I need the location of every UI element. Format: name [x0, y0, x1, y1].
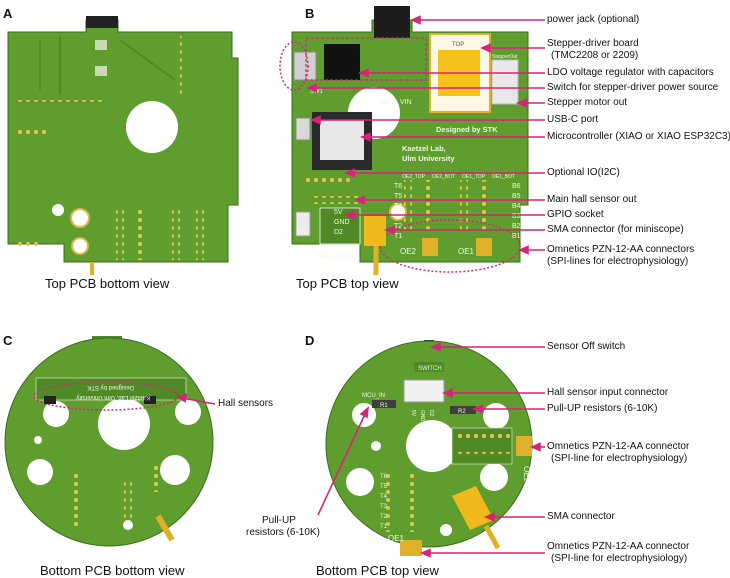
pcb-top: TOP	[452, 42, 464, 48]
caption-d: Bottom PCB top view	[316, 563, 439, 578]
label-pullup-left-sub: resistors (6-10K)	[246, 527, 320, 538]
pcb-5v: 5V	[380, 99, 389, 106]
pcb-sw1: SW1	[310, 89, 324, 95]
pcb-a-hole	[126, 101, 178, 153]
caption-c: Bottom PCB bottom view	[40, 563, 185, 578]
pcb-pin-label-left: T4	[394, 203, 402, 210]
pcb-d-pin-label: T2	[380, 514, 388, 520]
label-usb-c: USB-C port	[547, 114, 599, 125]
pcb-pin-label-left: T2	[394, 223, 402, 230]
pcb-gp: GP	[296, 227, 306, 234]
ldo-regulator	[324, 44, 360, 80]
pcb-d-oe2: OE2	[522, 466, 531, 483]
pcb-c: Designed by STK Kaetzel Lab, Ulm Univers…	[4, 336, 214, 547]
pcb-oe-header-label: OE2_BOT	[432, 174, 455, 180]
label-switch-power: Switch for stepper-driver power source	[547, 82, 719, 93]
pcb-university: Ulm University	[402, 154, 455, 163]
pcb-r1: R1	[380, 403, 388, 409]
pcb-d-oe1: OE1	[388, 534, 405, 543]
pcb-pin-label-left: T3	[394, 213, 402, 220]
pcb-gpio-pin-label: GND	[334, 219, 350, 226]
pcb-pin-label-right: B4	[512, 203, 521, 210]
pcb-pin-label-right: B2	[512, 223, 521, 230]
pcb-mcu-out1: MCU_OUT1	[318, 254, 352, 260]
label-stepper-driver: Stepper-driver board	[547, 38, 639, 49]
pcb-a	[7, 16, 239, 275]
annotation-arrows	[176, 15, 545, 558]
label-omnetics-d1-sub: (SPI-line for electrophysiology)	[551, 553, 688, 564]
pcb-r2: R2	[458, 409, 466, 415]
pcb-pin-label-right: B3	[512, 213, 521, 220]
power-jack	[374, 6, 410, 38]
stepper-out-connector	[491, 59, 519, 105]
pcb-oe2: OE2	[400, 247, 417, 256]
pcb-d-pin-label: T4	[380, 494, 388, 500]
pcb-d: SWITCH MCU_IN R1 R2 OE2 OE1 5V GND D2 T6 T5…	[325, 340, 533, 556]
label-omnetics: Omnetics PZN-12-AA connectors	[547, 244, 695, 255]
sma-connector	[364, 216, 386, 246]
pcb-oe1: OE1	[458, 247, 475, 256]
pcb-c-mirrored-2: Kaetzel Lab, Ulm University	[76, 394, 150, 400]
label-omnetics-d2-sub: (SPI-line for electrophysiology)	[551, 453, 688, 464]
panel-letter-b: B	[305, 6, 315, 21]
pcb-oe-header-label: OE2_TOP	[402, 174, 426, 180]
pcb-mcu-in: MCU_IN	[362, 393, 385, 399]
pcb-stepper-out: StepperOut	[492, 54, 518, 60]
label-pullup-right: Pull-UP resistors (6-10K)	[547, 403, 658, 414]
pcb-pin-label-right: B5	[512, 193, 521, 200]
label-omnetics-sub: (SPI-lines for electrophysiology)	[547, 256, 689, 267]
pcb-gpio-pin-label: 5V	[334, 209, 343, 216]
label-hall-input: Hall sensor input connector	[547, 387, 669, 398]
label-sma-miniscope: SMA connector (for miniscope)	[547, 224, 684, 235]
pcb-pin-label-right: B1	[512, 233, 521, 240]
label-main-hall: Main hall sensor out	[547, 194, 637, 205]
pcb-d-pin-label: T3	[380, 504, 388, 510]
pcb-designed-by: Designed by STK	[436, 125, 498, 134]
usb-c-port	[295, 117, 311, 141]
label-pullup-left: Pull-UP	[262, 515, 296, 526]
pcb-hall-pin-label: 5V	[410, 410, 416, 417]
pcb-oe-header-label: OE1_BOT	[492, 174, 515, 180]
pcb-pin-label-left: T1	[394, 233, 402, 240]
label-ldo: LDO voltage regulator with capacitors	[547, 67, 714, 78]
power-jack-back	[86, 16, 118, 28]
panel-letter-d: D	[305, 333, 315, 348]
panel-letter-c: C	[3, 333, 13, 348]
pcb-d-pin-label: T6	[380, 474, 388, 480]
pcb-pin-label-right: B6	[512, 183, 521, 190]
pcb-b	[279, 6, 529, 275]
pcb-vin: VIN	[400, 99, 412, 106]
pcb-hall-pin-label: D2	[428, 410, 434, 417]
pcb-oe-header-label: OE1_TOP	[462, 174, 486, 180]
sma-connector-d	[452, 486, 494, 530]
pcb-switch: SWITCH	[418, 366, 442, 372]
pcb-b-silkscreen: Designed by STK Kaetzel Lab, Ulm Univers…	[296, 42, 521, 260]
hall-sensor-input-connector	[403, 379, 445, 403]
pcb-c-mirrored: Designed by STK	[87, 384, 134, 390]
label-stepper-motor-out: Stepper motor out	[547, 97, 628, 108]
pcb-lab: Kaetzel Lab,	[402, 144, 446, 153]
label-microcontroller: Microcontroller (XIAO or XIAO ESP32C3)	[547, 131, 730, 142]
label-optional-io: Optional IO(I2C)	[547, 167, 620, 178]
label-sma-d: SMA connector	[547, 511, 615, 522]
pcb-hall-pin-label: GND	[419, 410, 425, 422]
pcb-pin-label-left: T5	[394, 193, 402, 200]
label-power-jack: power jack (optional)	[547, 14, 640, 25]
label-stepper-driver-sub: (TMC2208 or 2209)	[551, 50, 639, 61]
pcb-d-pin-label: T1	[380, 524, 388, 530]
pcb-gpio-pin-label: D2	[334, 229, 343, 236]
caption-b: Top PCB top view	[296, 276, 399, 291]
label-gpio: GPIO socket	[547, 209, 604, 220]
label-omnetics-d1: Omnetics PZN-12-AA connector	[547, 541, 690, 552]
label-omnetics-d2: Omnetics PZN-12-AA connector	[547, 441, 690, 452]
pcb-d-pin-label: T5	[380, 484, 388, 490]
pcb-pin-label-left: T6	[394, 183, 402, 190]
panel-letter-a: A	[3, 6, 13, 21]
label-sensor-off: Sensor Off switch	[547, 341, 626, 352]
label-hall-sensors: Hall sensors	[218, 398, 274, 409]
power-switch	[293, 51, 317, 81]
caption-a: Top PCB bottom view	[45, 276, 170, 291]
